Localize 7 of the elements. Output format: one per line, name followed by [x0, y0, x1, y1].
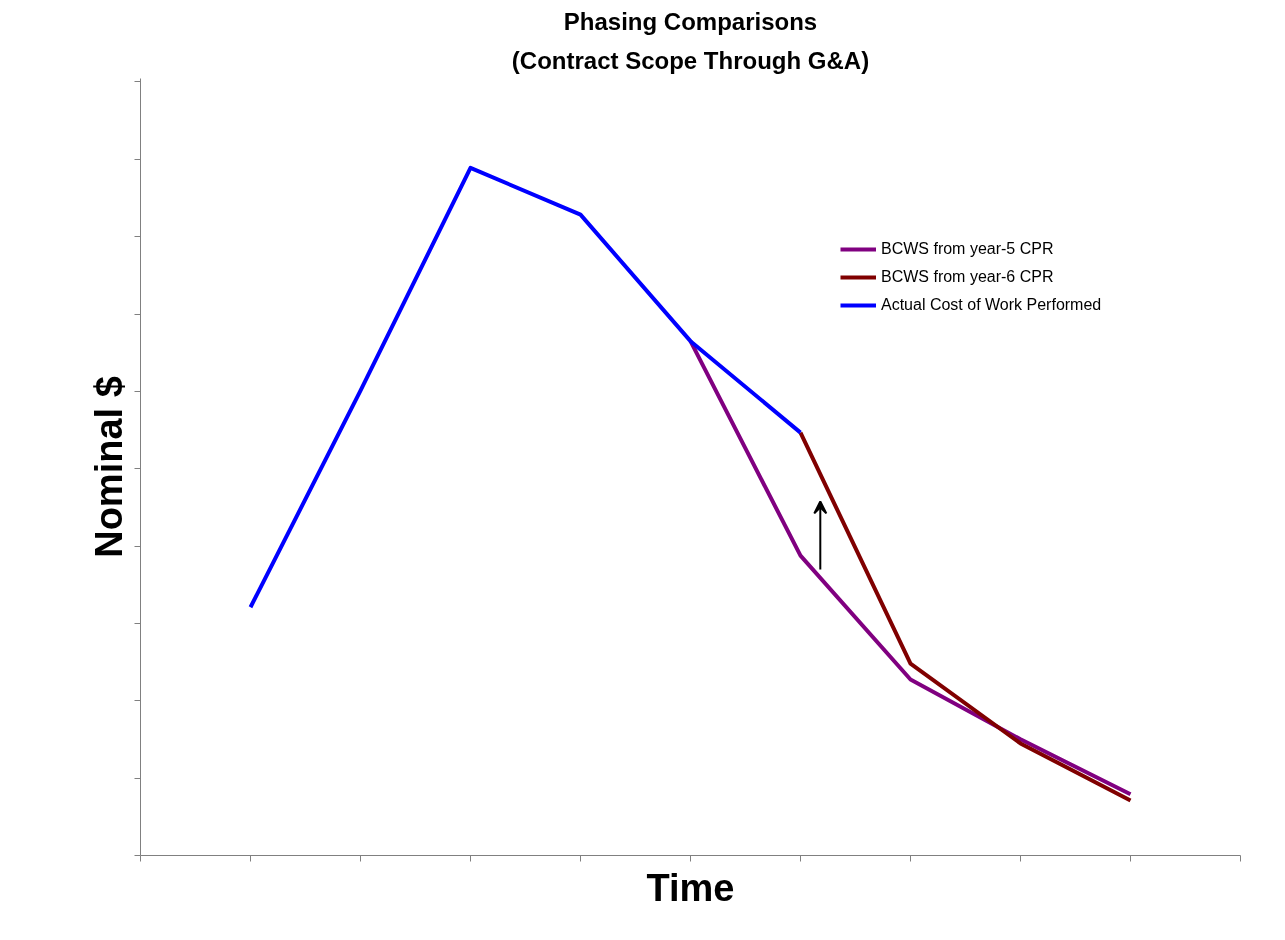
chart-title: Phasing Comparisons: [563, 7, 818, 35]
legend-label: Actual Cost of Work Performed: [881, 296, 1102, 314]
chart-subtitle: (Contract Scope Through G&A): [511, 46, 870, 74]
legend-label: BCWS from year-6 CPR: [881, 268, 1054, 286]
legend-label: BCWS from year-5 CPR: [881, 240, 1054, 258]
y-axis-title: Nominal $: [87, 376, 130, 558]
x-axis-title: Time: [646, 866, 735, 909]
